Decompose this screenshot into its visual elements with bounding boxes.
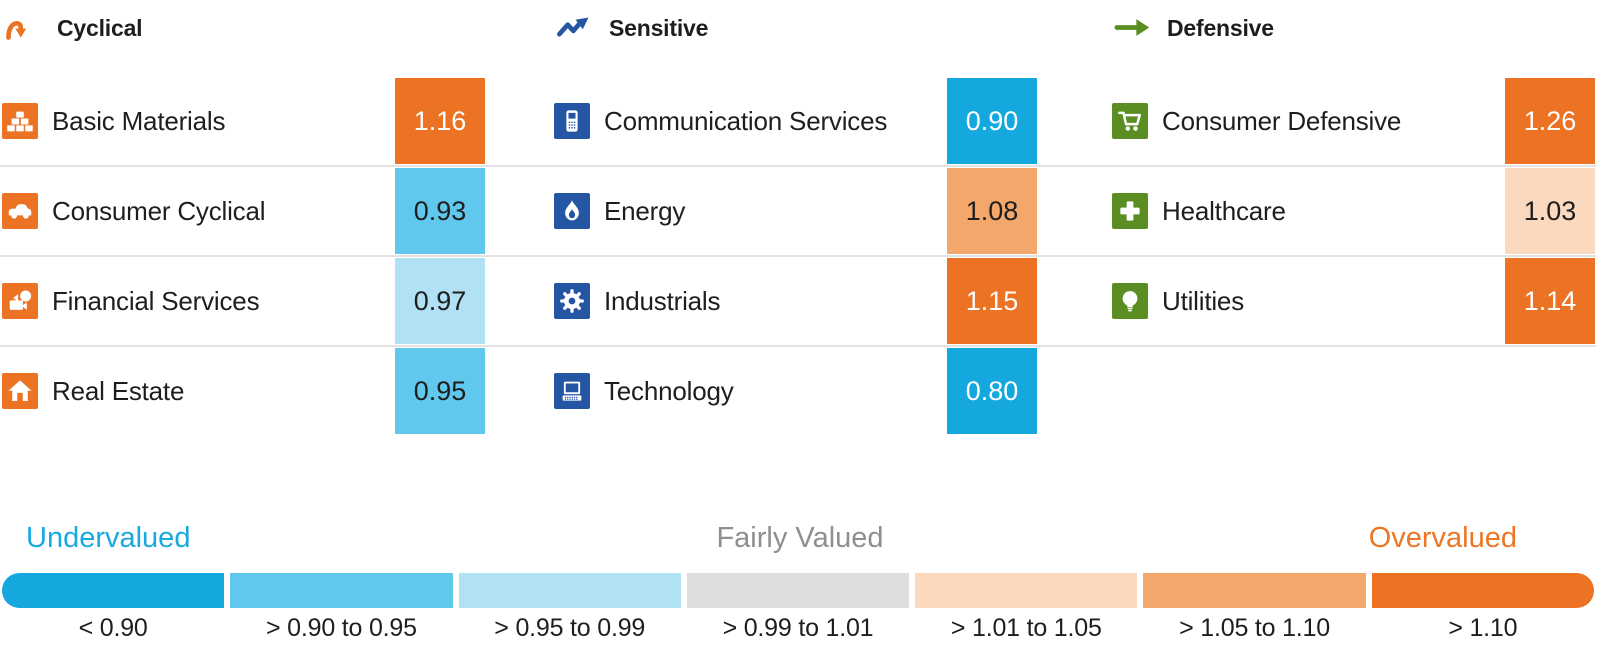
sector-row-technology: Technology 0.80 — [552, 346, 1082, 436]
sensitive-title: Sensitive — [609, 14, 709, 41]
column-sensitive: Sensitive Communication Services 0.90 En… — [552, 0, 1082, 450]
sector-label: Industrials — [604, 286, 721, 316]
undervalued-label: Undervalued — [26, 522, 191, 554]
cyclical-header: Cyclical — [4, 10, 143, 46]
straight-arrow-icon — [1114, 14, 1152, 42]
gold-bars-icon — [2, 103, 38, 139]
value-cell: 0.97 — [395, 258, 485, 344]
sector-row-real-estate: Real Estate 0.95 — [0, 346, 530, 436]
sector-row-energy: Energy 1.08 — [552, 166, 1082, 256]
value-cell: 1.16 — [395, 78, 485, 164]
sector-label: Consumer Defensive — [1162, 106, 1402, 136]
value-cell: 0.93 — [395, 168, 485, 254]
scale-range-label: > 1.01 to 1.05 — [950, 614, 1102, 642]
sector-row-communication-services: Communication Services 0.90 — [552, 76, 1082, 166]
value-cell: 0.95 — [395, 348, 485, 434]
scale-range-label: > 1.05 to 1.10 — [1179, 614, 1330, 642]
gear-icon — [554, 283, 590, 319]
house-icon — [2, 373, 38, 409]
sector-row-industrials: Industrials 1.15 — [552, 256, 1082, 346]
scale-segment — [2, 573, 225, 608]
sector-row-consumer-defensive: Consumer Defensive 1.26 — [1110, 76, 1600, 166]
scale-range-label: > 0.90 to 0.95 — [266, 614, 417, 642]
row-divider — [0, 255, 1596, 257]
sector-label: Technology — [604, 376, 734, 406]
car-icon — [2, 193, 38, 229]
sector-label: Communication Services — [604, 106, 888, 136]
scale-segment — [230, 573, 453, 608]
sensitive-header: Sensitive — [556, 10, 708, 46]
sector-label: Utilities — [1162, 286, 1244, 316]
sector-row-consumer-cyclical: Consumer Cyclical 0.93 — [0, 166, 530, 256]
scale-segment — [458, 573, 681, 608]
fairly-valued-label: Fairly Valued — [716, 522, 884, 554]
sector-row-financial-services: Financial Services 0.97 — [0, 256, 530, 346]
defensive-title: Defensive — [1167, 14, 1274, 41]
defensive-header: Defensive — [1114, 10, 1274, 46]
sector-row-utilities: Utilities 1.14 — [1110, 256, 1600, 346]
sector-label: Energy — [604, 196, 686, 226]
value-cell: 1.14 — [1505, 258, 1595, 344]
light-bulb-icon — [1112, 283, 1148, 319]
scale-range-labels: < 0.90 > 0.90 to 0.95 > 0.95 to 0.99 > 0… — [2, 614, 1594, 643]
sector-label: Financial Services — [52, 286, 260, 316]
value-cell: 0.80 — [947, 348, 1037, 434]
scale-segment — [686, 573, 910, 608]
scale-range-label: > 0.95 to 0.99 — [494, 614, 646, 642]
sector-label: Basic Materials — [52, 106, 226, 136]
medical-cross-icon — [1112, 193, 1148, 229]
sector-label: Healthcare — [1162, 196, 1286, 226]
money-transfer-icon — [2, 283, 38, 319]
scale-segment — [1143, 573, 1366, 608]
cyclical-title: Cyclical — [57, 14, 143, 41]
mobile-phone-icon — [554, 103, 590, 139]
value-cell: 0.90 — [947, 78, 1037, 164]
scale-segment — [915, 573, 1138, 608]
value-cell: 1.15 — [947, 258, 1037, 344]
sector-row-basic-materials: Basic Materials 1.16 — [0, 76, 530, 166]
valuation-scale-bar — [2, 573, 1594, 608]
scale-range-label: < 0.90 — [78, 614, 148, 642]
row-divider — [0, 345, 1596, 347]
column-cyclical: Cyclical Basic Materials 1.16 Consumer C… — [0, 0, 530, 450]
flame-icon — [554, 193, 590, 229]
shopping-cart-icon — [1112, 103, 1148, 139]
scale-range-label: > 1.10 — [1448, 614, 1518, 642]
sector-label: Consumer Cyclical — [52, 196, 266, 226]
sector-row-healthcare: Healthcare 1.03 — [1110, 166, 1600, 256]
row-divider — [0, 165, 1596, 167]
scale-segment — [1371, 573, 1594, 608]
overvalued-label: Overvalued — [1368, 522, 1517, 554]
zigzag-arrow-icon — [556, 14, 594, 42]
value-cell: 1.08 — [947, 168, 1037, 254]
value-cell: 1.26 — [1505, 78, 1595, 164]
scale-range-label: > 0.99 to 1.01 — [722, 614, 874, 642]
sector-label: Real Estate — [52, 376, 185, 406]
cyclical-arrow-icon — [4, 14, 42, 42]
column-defensive: Defensive Consumer Defensive 1.26 Health… — [1110, 0, 1600, 450]
computer-icon — [554, 373, 590, 409]
value-cell: 1.03 — [1505, 168, 1595, 254]
